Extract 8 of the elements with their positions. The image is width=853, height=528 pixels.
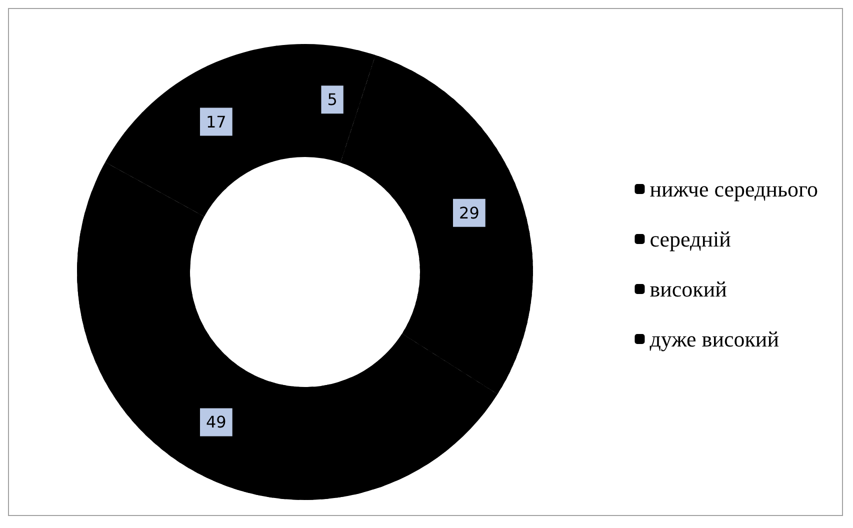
legend-label: високий: [650, 276, 728, 302]
legend-label: нижче середнього: [650, 176, 818, 202]
data-label: 17: [206, 112, 226, 132]
legend-label: середній: [650, 226, 732, 252]
data-label: 49: [206, 412, 226, 432]
data-label: 29: [459, 203, 480, 222]
data-label: 5: [327, 90, 338, 110]
legend-label: дуже високий: [650, 326, 780, 352]
